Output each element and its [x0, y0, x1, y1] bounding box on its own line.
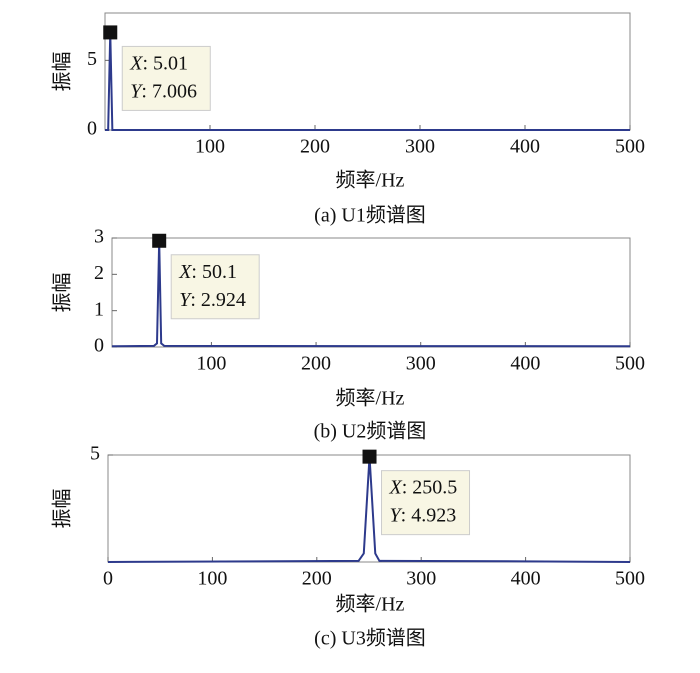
tip-text: Y [179, 288, 192, 310]
tip-text: : [141, 80, 152, 102]
tip-text: 50.1 [202, 260, 237, 282]
tip-text: 4.923 [411, 504, 456, 526]
caption: (c) U3频谱图 [314, 627, 426, 650]
x-tick-label: 0 [103, 568, 113, 590]
x-tick-label: 100 [196, 353, 226, 375]
datatip-box [381, 470, 471, 536]
x-tick-label: 400 [510, 353, 540, 375]
datatip-marker [152, 233, 167, 248]
x-axis-label: 频率/Hz [336, 169, 405, 192]
x-tick-label: 200 [300, 136, 330, 158]
x-tick-label: 500 [615, 353, 645, 375]
spectrum-line [107, 456, 631, 563]
datatip-box [170, 254, 260, 320]
y-tick-label: 1 [94, 298, 104, 320]
datatip-line: X: 50.1 [178, 260, 237, 282]
x-tick-label: 400 [510, 136, 540, 158]
y-axis-label: 振幅 [51, 52, 74, 92]
datatip-line: X: 250.5 [389, 476, 458, 498]
x-tick-label: 100 [195, 136, 225, 158]
tip-text: 250.5 [412, 476, 457, 498]
x-axis-label: 频率/Hz [336, 387, 405, 410]
y-axis-label: 振幅 [51, 489, 74, 529]
tip-text: 7.006 [152, 80, 197, 102]
y-axis-label: 振幅 [51, 273, 74, 313]
tip-text: 2.924 [201, 288, 246, 310]
y-tick-label: 2 [94, 262, 104, 284]
x-tick-label: 300 [406, 568, 436, 590]
caption: (a) U1频谱图 [314, 204, 426, 227]
x-tick-label: 300 [405, 136, 435, 158]
tip-text: : [402, 476, 413, 498]
x-tick-label: 200 [301, 353, 331, 375]
tip-text: : [190, 288, 201, 310]
y-tick-label: 3 [94, 226, 104, 248]
x-tick-label: 100 [197, 568, 227, 590]
datatip-line: Y: 7.006 [130, 80, 197, 102]
x-tick-label: 200 [302, 568, 332, 590]
datatip-line: Y: 4.923 [390, 504, 457, 526]
y-tick-label: 0 [94, 335, 104, 357]
datatip-line: X: 5.01 [129, 52, 188, 74]
y-tick-label: 5 [87, 48, 97, 70]
tip-text: X [178, 260, 192, 282]
datatip-box [121, 45, 211, 111]
tip-text: : [401, 504, 412, 526]
x-tick-label: 300 [406, 353, 436, 375]
tip-text: : [191, 260, 202, 282]
tip-text: Y [390, 504, 403, 526]
x-tick-label: 500 [615, 568, 645, 590]
x-tick-label: 500 [615, 136, 645, 158]
caption: (b) U2频谱图 [314, 420, 427, 443]
tip-text: : [142, 52, 153, 74]
y-tick-label: 5 [90, 443, 100, 465]
tip-text: 5.01 [153, 52, 188, 74]
datatip-marker [103, 25, 118, 40]
x-tick-label: 400 [511, 568, 541, 590]
datatip-marker [362, 449, 377, 464]
tip-text: X [389, 476, 403, 498]
tip-text: Y [130, 80, 143, 102]
y-tick-label: 0 [87, 118, 97, 140]
x-axis-label: 频率/Hz [336, 593, 405, 616]
tip-text: X [129, 52, 143, 74]
datatip-line: Y: 2.924 [179, 288, 246, 310]
